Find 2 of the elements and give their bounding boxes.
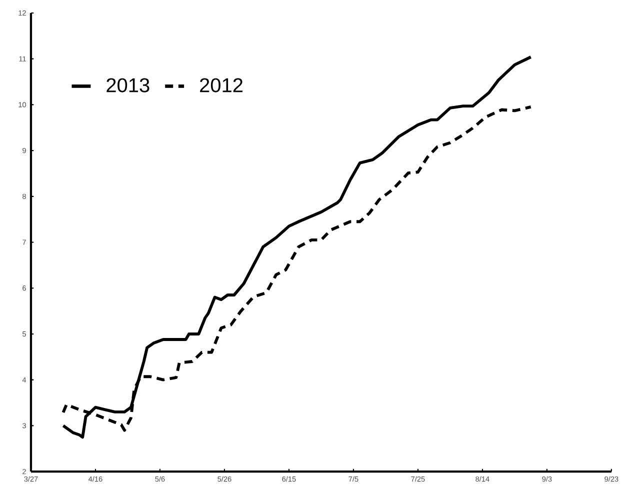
legend-label: 2012 xyxy=(200,78,242,93)
legend-label: 2013 xyxy=(106,78,150,93)
